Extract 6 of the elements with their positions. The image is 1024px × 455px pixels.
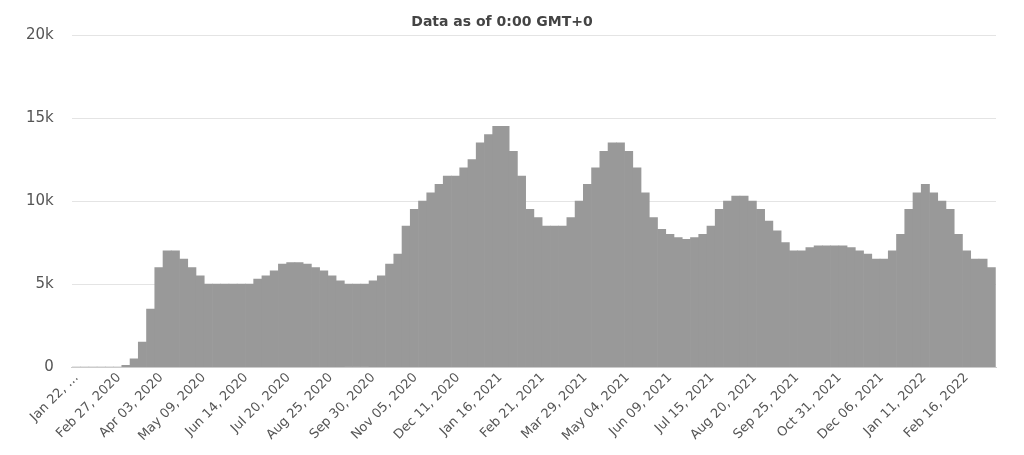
- chart-title: Data as of 0:00 GMT+0: [411, 13, 593, 30]
- y-tick-label: 10k: [25, 190, 55, 209]
- y-tick-label: 0: [44, 357, 54, 375]
- y-tick-label: 5k: [35, 273, 55, 292]
- y-tick-label: 15k: [25, 107, 55, 126]
- y-tick-label: 20k: [25, 24, 55, 43]
